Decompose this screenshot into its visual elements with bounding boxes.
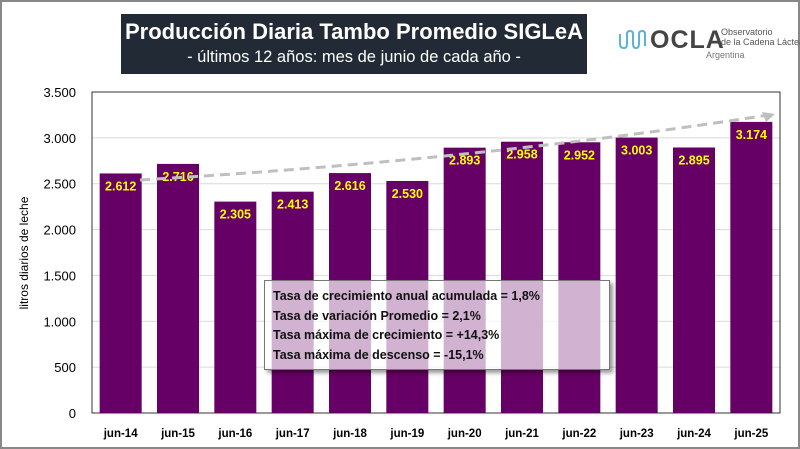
- stats-box: Tasa de crecimiento anual acumulada = 1,…: [264, 280, 610, 370]
- data-label: 2.958: [506, 148, 537, 162]
- stat-max-decline: Tasa máxima de descenso = -15,1%: [273, 347, 484, 362]
- data-label: 2.612: [105, 179, 136, 193]
- x-tick-label: jun-23: [619, 428, 654, 440]
- chart-title: Producción Diaria Tambo Promedio SIGLeA: [124, 19, 583, 44]
- bar-jun-21: [501, 141, 543, 413]
- data-label: 3.003: [621, 144, 652, 158]
- y-tick-label: 500: [54, 360, 76, 375]
- bar-jun-23: [615, 137, 658, 413]
- x-tick-label: jun-20: [447, 428, 482, 440]
- y-tick-label: 2.500: [43, 177, 76, 192]
- logo-line2: de la Cadena Láctea: [721, 37, 800, 47]
- bar-jun-22: [558, 142, 601, 413]
- x-tick-label: jun-17: [275, 428, 310, 440]
- data-label: 2.413: [277, 198, 308, 212]
- logo-line3: Argentina: [706, 50, 745, 60]
- trend-line: [139, 112, 776, 182]
- x-tick-label: jun-21: [504, 428, 539, 440]
- y-tick-label: 0: [69, 406, 76, 421]
- data-label: 2.952: [564, 148, 595, 162]
- x-tick-label: jun-19: [389, 428, 424, 440]
- x-tick-label: jun-15: [160, 428, 195, 440]
- y-tick-label: 3.000: [43, 131, 76, 146]
- bar-jun-14: [99, 173, 142, 413]
- stat-max-growth: Tasa máxima de crecimiento = +14,3%: [273, 328, 500, 342]
- logo-name: OCLA: [650, 26, 725, 54]
- data-label: 3.174: [736, 128, 767, 142]
- title-box: Producción Diaria Tambo Promedio SIGLeA …: [121, 14, 587, 74]
- stat-avg-variation: Tasa de variación Promedio = 2,1%: [273, 308, 481, 323]
- x-tick-label: jun-25: [733, 428, 768, 440]
- bar-jun-25: [730, 121, 773, 413]
- data-label: 2.530: [392, 187, 423, 201]
- y-tick-label: 1.500: [43, 268, 76, 283]
- x-tick-label: jun-18: [332, 428, 367, 440]
- x-tick-label: jun-16: [217, 428, 252, 440]
- bar-jun-24: [673, 147, 715, 414]
- stat-cagr: Tasa de crecimiento anual acumulada = 1,…: [273, 289, 540, 303]
- bar-jun-15: [157, 163, 199, 413]
- bar-jun-16: [214, 201, 257, 413]
- y-tick-label: 2.000: [43, 223, 76, 238]
- y-axis-label: litros diarios de leche: [17, 196, 31, 309]
- data-label: 2.895: [678, 153, 709, 167]
- x-tick-label: jun-24: [676, 428, 711, 440]
- plot-area: [91, 91, 781, 414]
- chart-subtitle: - últimos 12 años: mes de junio de cada …: [187, 48, 521, 66]
- logo-line1: Observatorio: [721, 27, 773, 37]
- wave-icon: [619, 30, 646, 50]
- data-label: 2.616: [334, 179, 365, 193]
- data-label: 2.893: [449, 154, 480, 168]
- y-tick-label: 3.500: [43, 85, 76, 100]
- x-tick-label: jun-14: [103, 428, 138, 440]
- data-label: 2.305: [220, 208, 251, 222]
- trend-arrow: [762, 112, 775, 122]
- x-tick-label: jun-22: [561, 428, 596, 440]
- y-tick-label: 1.000: [43, 314, 76, 329]
